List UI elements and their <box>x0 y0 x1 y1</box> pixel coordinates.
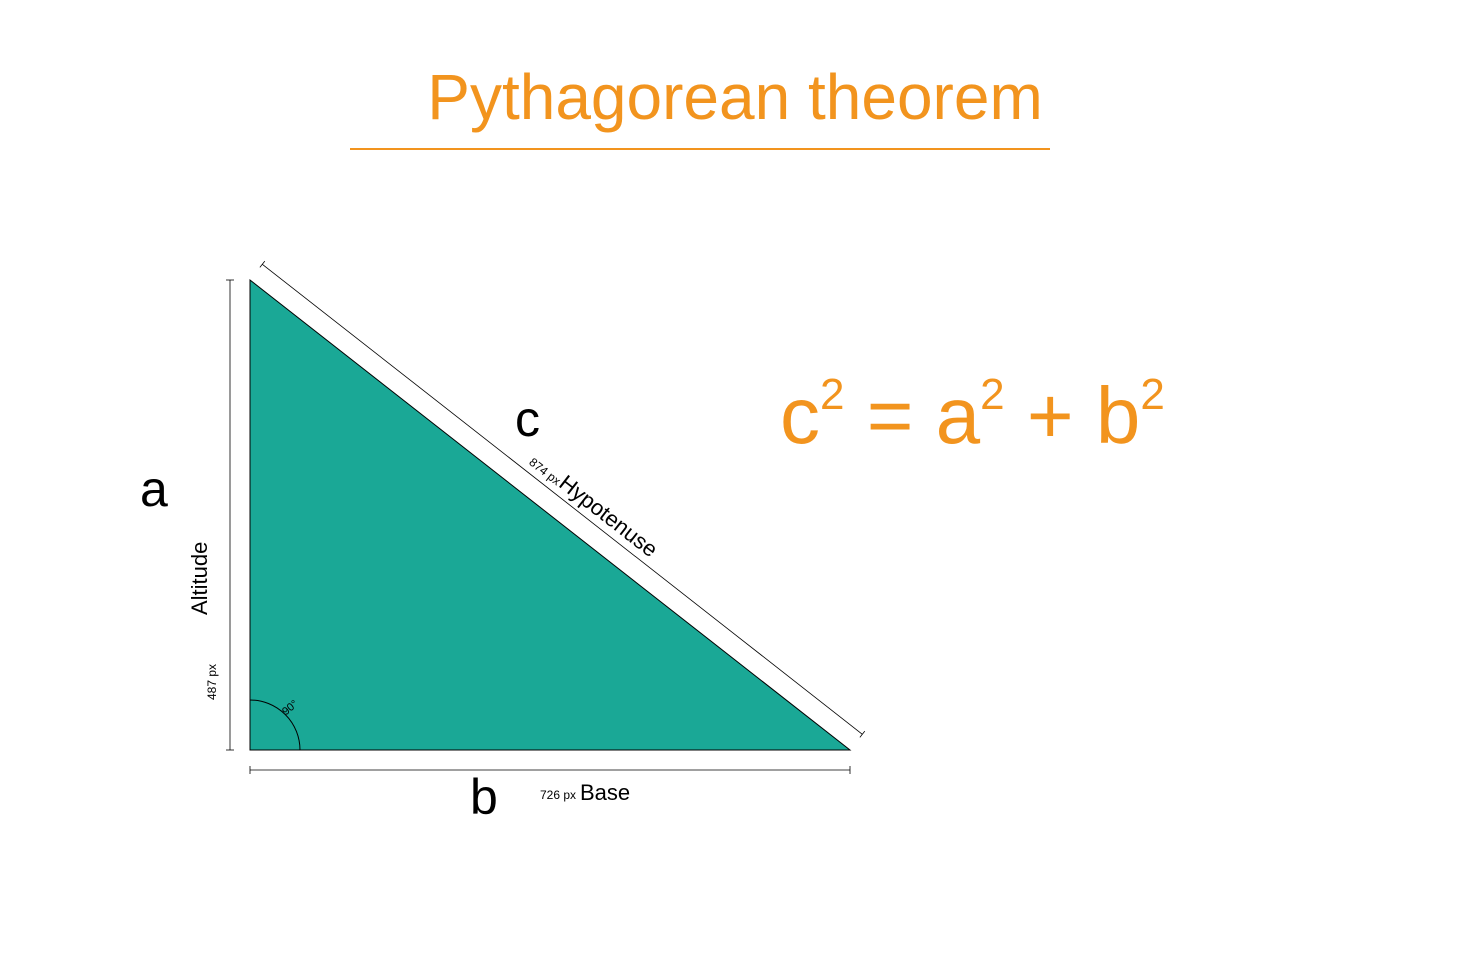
triangle-diagram: a Altitude 487 px b Base 726 px c Hypote… <box>170 260 870 820</box>
side-letter-c: c <box>515 390 540 448</box>
dimension-altitude <box>226 280 234 750</box>
side-measure-altitude: 487 px <box>205 664 219 700</box>
triangle-shape <box>250 280 850 750</box>
side-label-altitude: Altitude <box>187 542 213 615</box>
page-title: Pythagorean theorem <box>427 60 1043 134</box>
dimension-base <box>250 766 850 774</box>
side-measure-base: 726 px <box>540 788 576 802</box>
title-underline <box>350 148 1050 150</box>
side-letter-a: a <box>140 460 168 518</box>
triangle-svg <box>170 260 870 820</box>
side-letter-b: b <box>470 768 498 826</box>
side-label-base: Base <box>580 780 630 806</box>
